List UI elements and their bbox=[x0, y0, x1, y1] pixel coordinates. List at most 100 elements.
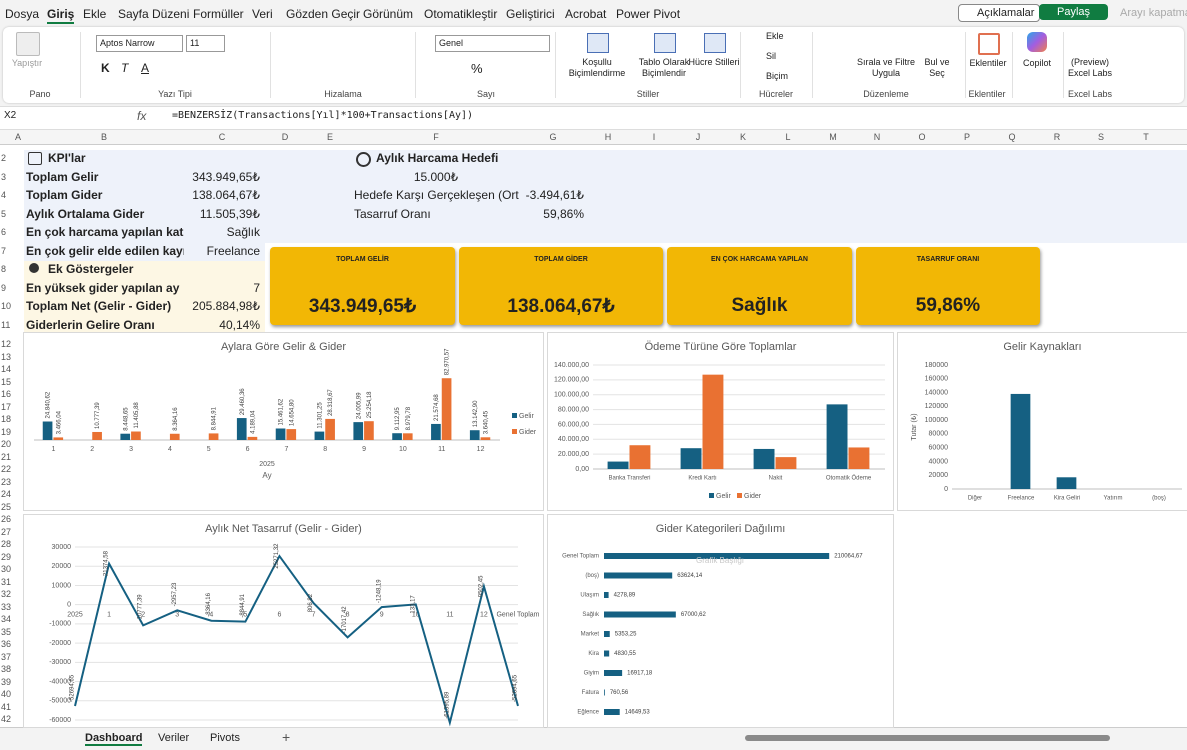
row-header: 30 bbox=[1, 564, 12, 574]
legend-label: Gelir bbox=[519, 413, 534, 420]
styles-button[interactable]: Tablo Olarak Biçimlendir bbox=[638, 57, 690, 78]
percent-button[interactable]: % bbox=[471, 61, 483, 76]
target-icon bbox=[356, 152, 371, 167]
y-tick-label: Genel Toplam bbox=[562, 554, 599, 560]
font-size-box[interactable]: 11 bbox=[186, 35, 225, 52]
menu-tab[interactable]: Power Pivot bbox=[616, 7, 681, 21]
menu-tab[interactable]: Veri bbox=[252, 7, 273, 21]
x-tick-label: 7 bbox=[312, 612, 316, 619]
overlay-title: Grafik Başlığı bbox=[696, 556, 744, 565]
kpi-label: Toplam Gelir bbox=[26, 169, 99, 184]
copilot-button[interactable]: Copilot bbox=[1022, 58, 1052, 68]
y-tick-label: Giyim bbox=[584, 671, 599, 677]
chart[interactable]: Aylık Net Tasarruf (Gelir - Gider) -60000… bbox=[23, 514, 544, 728]
addins-button[interactable]: Eklentiler bbox=[969, 58, 1007, 68]
kpi-value: 343.949,65₺ bbox=[192, 169, 260, 184]
comments-button[interactable]: Açıklamalar bbox=[958, 4, 1041, 22]
font-button[interactable]: K bbox=[101, 61, 110, 75]
column-header: J bbox=[695, 132, 701, 142]
data-label: 3.640,45 bbox=[484, 410, 490, 434]
data-label: 8.979,78 bbox=[406, 406, 412, 430]
menu-tab[interactable]: Sayfa Düzeni bbox=[118, 7, 190, 21]
sheet-tab[interactable]: Dashboard bbox=[85, 732, 143, 746]
styles-button[interactable]: Hücre Stilleri bbox=[688, 57, 740, 67]
editing-button[interactable]: Sırala ve Filtre Uygula bbox=[856, 57, 916, 78]
data-label: 21374,58 bbox=[104, 550, 110, 576]
name-box[interactable]: X2 bbox=[4, 110, 17, 121]
data-label: 28.318,67 bbox=[328, 389, 334, 416]
column-header: P bbox=[963, 132, 971, 142]
fx-button[interactable]: fx bbox=[137, 109, 147, 123]
extra-value: 40,14% bbox=[219, 317, 260, 332]
menu-tab[interactable]: Formüller bbox=[193, 7, 244, 21]
group-label: Sayı bbox=[476, 89, 496, 99]
sheet-tab[interactable]: Veriler bbox=[158, 732, 190, 744]
number-format-box[interactable]: Genel bbox=[435, 35, 550, 52]
paste-button[interactable]: Yapıştır bbox=[11, 58, 43, 68]
menu-tab[interactable]: Acrobat bbox=[565, 7, 607, 21]
menu-tab[interactable]: Dosya bbox=[5, 7, 40, 21]
menu-tab[interactable]: Gözden Geçir bbox=[286, 7, 361, 21]
scrollbar[interactable] bbox=[745, 735, 1110, 741]
data-label: -52694,65 bbox=[513, 674, 519, 702]
chart[interactable]: Gider Kategorileri Dağılımı Genel Toplam 2… bbox=[547, 514, 894, 728]
menu-tab[interactable]: Geliştirici bbox=[506, 7, 555, 21]
cells-button[interactable]: Ekle bbox=[766, 31, 784, 41]
data-label: 4830,55 bbox=[614, 651, 636, 657]
row-header: 5 bbox=[1, 208, 7, 219]
data-label: -61395,89 bbox=[444, 691, 450, 719]
extra-background bbox=[24, 261, 265, 334]
kpi-icon bbox=[28, 152, 42, 165]
formula-text[interactable]: =BENZERSİZ(Transactions[Yıl]*100+Transac… bbox=[172, 110, 474, 121]
sheet-tab[interactable]: Pivots bbox=[210, 732, 240, 744]
column-header: A bbox=[14, 132, 22, 142]
bar bbox=[604, 631, 610, 637]
close-gap-button[interactable]: Arayı kapatma bbox=[1120, 7, 1187, 19]
font-button[interactable]: A bbox=[141, 61, 150, 75]
data-label: 63624,14 bbox=[677, 573, 703, 579]
chart-title: Gider Kategorileri Dağılımı bbox=[656, 523, 786, 535]
data-label: 67000,62 bbox=[681, 612, 707, 618]
group-separator bbox=[812, 32, 813, 98]
legend-swatch bbox=[512, 413, 517, 418]
chart[interactable]: Gelir Kaynakları 0 20000 40000 60000 80000 100… bbox=[897, 332, 1187, 511]
x-tick-label: 5 bbox=[207, 446, 211, 453]
labs-button[interactable]: (Preview) Excel Labs bbox=[1067, 57, 1113, 78]
group-separator bbox=[80, 32, 81, 98]
x-tick-label: Otomatik Ödeme bbox=[826, 475, 872, 482]
legend-swatch bbox=[737, 493, 742, 498]
new-sheet-button[interactable]: + bbox=[282, 729, 291, 745]
legend-swatch bbox=[709, 493, 714, 498]
menu-tab[interactable]: Otomatikleştir bbox=[424, 7, 498, 21]
x-tick-label: 12 bbox=[480, 612, 488, 619]
menu-tab[interactable]: Giriş bbox=[47, 7, 75, 24]
y-tick-label: 20.000,00 bbox=[558, 451, 589, 458]
menu-tab[interactable]: Görünüm bbox=[363, 7, 414, 21]
y-tick-label: 120000 bbox=[925, 403, 948, 410]
y-tick-label: 40.000,00 bbox=[558, 436, 589, 443]
cells-button[interactable]: Sil bbox=[766, 51, 777, 61]
styles-button[interactable]: Koşullu Biçimlendirme bbox=[568, 57, 626, 78]
row-header: 10 bbox=[1, 301, 12, 311]
font-name-box[interactable]: Aptos Narrow bbox=[96, 35, 183, 52]
cells-button[interactable]: Biçim bbox=[766, 71, 788, 81]
editing-button[interactable]: Bul ve Seç bbox=[924, 57, 950, 78]
y-tick-label: 0 bbox=[67, 602, 71, 609]
data-label: -17017,42 bbox=[342, 606, 348, 634]
data-label: 4278,89 bbox=[614, 593, 636, 599]
group-label: Eklentiler bbox=[968, 89, 1006, 99]
x-group-label: 2025 bbox=[259, 461, 275, 468]
chart[interactable]: Ödeme Türüne Göre Toplamlar 0,00 20.000,00… bbox=[547, 332, 894, 511]
menu-tab[interactable]: Ekle bbox=[83, 7, 107, 21]
share-button[interactable]: Paylaş bbox=[1039, 4, 1109, 20]
bar bbox=[848, 447, 870, 469]
x-tick-label: 2 bbox=[90, 446, 94, 453]
formula-bar bbox=[0, 106, 1187, 130]
bar bbox=[392, 433, 402, 440]
font-button[interactable]: T bbox=[121, 61, 129, 75]
row-header: 20 bbox=[1, 439, 12, 449]
y-tick-label: -60000 bbox=[49, 717, 71, 724]
row-header: 25 bbox=[1, 501, 12, 512]
